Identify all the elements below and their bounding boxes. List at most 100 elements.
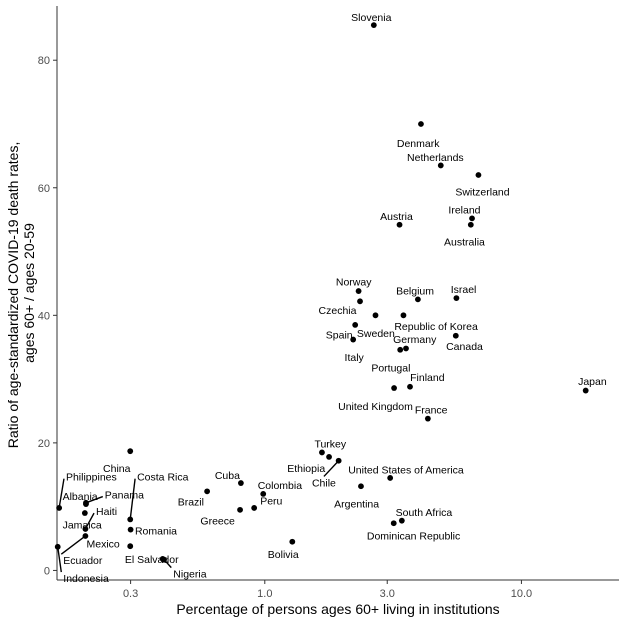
label-italy: Italy	[345, 352, 365, 364]
label-leader-lines	[57, 460, 340, 573]
point-argentina	[358, 483, 364, 490]
point-bolivia	[289, 538, 296, 545]
point-turkey	[319, 449, 325, 456]
leader-panama	[85, 495, 104, 504]
x-tick-label: 3.0	[380, 588, 395, 600]
label-peru: Peru	[260, 495, 282, 507]
point-mexico	[127, 543, 134, 550]
point-colombia	[260, 491, 267, 497]
label-costa-rica: Costa Rica	[137, 472, 189, 484]
x-axis-title: Percentage of persons ages 60+ living in…	[176, 601, 499, 617]
label-netherlands: Netherlands	[407, 152, 464, 164]
label-sweden: Sweden	[357, 328, 395, 340]
point-china	[127, 448, 134, 455]
y-axis-ticks: 0 20 40 60 80	[38, 55, 57, 577]
point-republic-of-korea	[400, 312, 407, 319]
leader-costa-rica	[129, 478, 136, 520]
label-jamaica: Jamaica	[63, 520, 102, 532]
point-chile	[335, 457, 342, 464]
y-axis-title-line-1: Ratio of age-standardized COVID-19 death…	[5, 142, 21, 449]
data-points	[54, 22, 589, 563]
label-haiti: Haiti	[96, 506, 117, 518]
label-portugal: Portugal	[371, 363, 410, 375]
label-switzerland: Switzerland	[455, 187, 509, 199]
point-labels: Slovenia Denmark Netherlands Switzerland Aus…	[63, 12, 607, 585]
point-finland	[407, 383, 413, 390]
leader-ecuador	[60, 535, 86, 555]
point-netherlands	[437, 162, 444, 169]
x-axis-ticks: 0.3 1.0 3.0 10.0	[123, 580, 532, 600]
point-australia	[467, 221, 474, 228]
label-ethiopia: Ethiopia	[287, 463, 325, 475]
point-brazil	[204, 488, 211, 495]
label-brazil: Brazil	[178, 497, 204, 509]
point-italy	[350, 336, 357, 343]
point-israel	[453, 295, 460, 302]
y-axis-title: Ratio of age-standardized COVID-19 death…	[5, 138, 37, 449]
label-australia: Australia	[444, 236, 485, 248]
point-panama	[83, 499, 89, 506]
point-belgium	[414, 296, 421, 303]
y-tick-label: 60	[38, 183, 50, 195]
point-canada	[452, 332, 459, 339]
leader-indonesia	[57, 546, 62, 573]
point-south-africa	[398, 517, 405, 524]
point-france	[424, 415, 431, 422]
point-philippines	[56, 505, 63, 511]
point-ecuador	[82, 533, 89, 539]
point-greece	[237, 506, 243, 513]
label-israel: Israel	[451, 284, 477, 296]
leader-philippines	[58, 478, 65, 509]
label-united-kingdom: United Kingdom	[338, 401, 413, 413]
y-tick-label: 40	[38, 310, 50, 322]
point-peru	[251, 505, 258, 511]
label-philippines: Philippines	[66, 472, 117, 484]
label-united-states-of-america: United States of America	[348, 465, 464, 477]
point-united-states-of-america	[387, 475, 394, 481]
y-tick-label: 80	[38, 55, 50, 67]
x-tick-label: 0.3	[123, 588, 138, 600]
point-switzerland	[475, 172, 482, 178]
point-sweden	[372, 312, 379, 319]
label-germany: Germany	[393, 334, 437, 346]
label-spain: Spain	[326, 329, 353, 341]
point-haiti	[82, 526, 89, 532]
label-france: France	[415, 405, 448, 417]
label-argentina: Argentina	[334, 498, 379, 510]
label-china: China	[103, 463, 131, 475]
point-slovenia	[370, 22, 377, 29]
label-belgium: Belgium	[396, 285, 434, 297]
label-colombia: Colombia	[258, 480, 303, 492]
point-czechia	[357, 298, 363, 305]
label-ireland: Ireland	[448, 204, 480, 216]
label-cuba: Cuba	[215, 470, 240, 482]
point-nigeria	[161, 556, 167, 563]
label-ecuador: Ecuador	[63, 555, 103, 567]
point-germany	[403, 345, 409, 352]
label-slovenia: Slovenia	[351, 12, 391, 24]
label-indonesia: Indonesia	[63, 573, 109, 585]
label-finland: Finland	[410, 372, 445, 384]
y-tick-label: 20	[38, 438, 50, 450]
label-turkey: Turkey	[314, 439, 346, 451]
point-romania	[127, 526, 134, 533]
point-indonesia	[54, 543, 61, 550]
point-austria	[396, 221, 403, 228]
point-ethiopia	[326, 454, 332, 460]
label-austria: Austria	[380, 211, 413, 223]
point-ireland	[469, 215, 475, 222]
label-nigeria: Nigeria	[173, 569, 206, 581]
label-republic-of-korea: Republic of Korea	[394, 321, 478, 333]
point-portugal	[397, 346, 404, 353]
label-canada: Canada	[446, 341, 483, 353]
label-czechia: Czechia	[319, 305, 357, 317]
point-denmark	[418, 121, 424, 127]
label-greece: Greece	[200, 516, 235, 528]
label-south-africa: South Africa	[396, 507, 453, 519]
label-dominican-republic: Dominican Republic	[367, 530, 460, 542]
label-el-salvador: El Salvador	[125, 554, 179, 566]
label-norway: Norway	[336, 277, 372, 289]
x-tick-label: 1.0	[257, 588, 272, 600]
y-axis-title-line-2: ages 60+ / ages 20-59	[21, 223, 37, 363]
